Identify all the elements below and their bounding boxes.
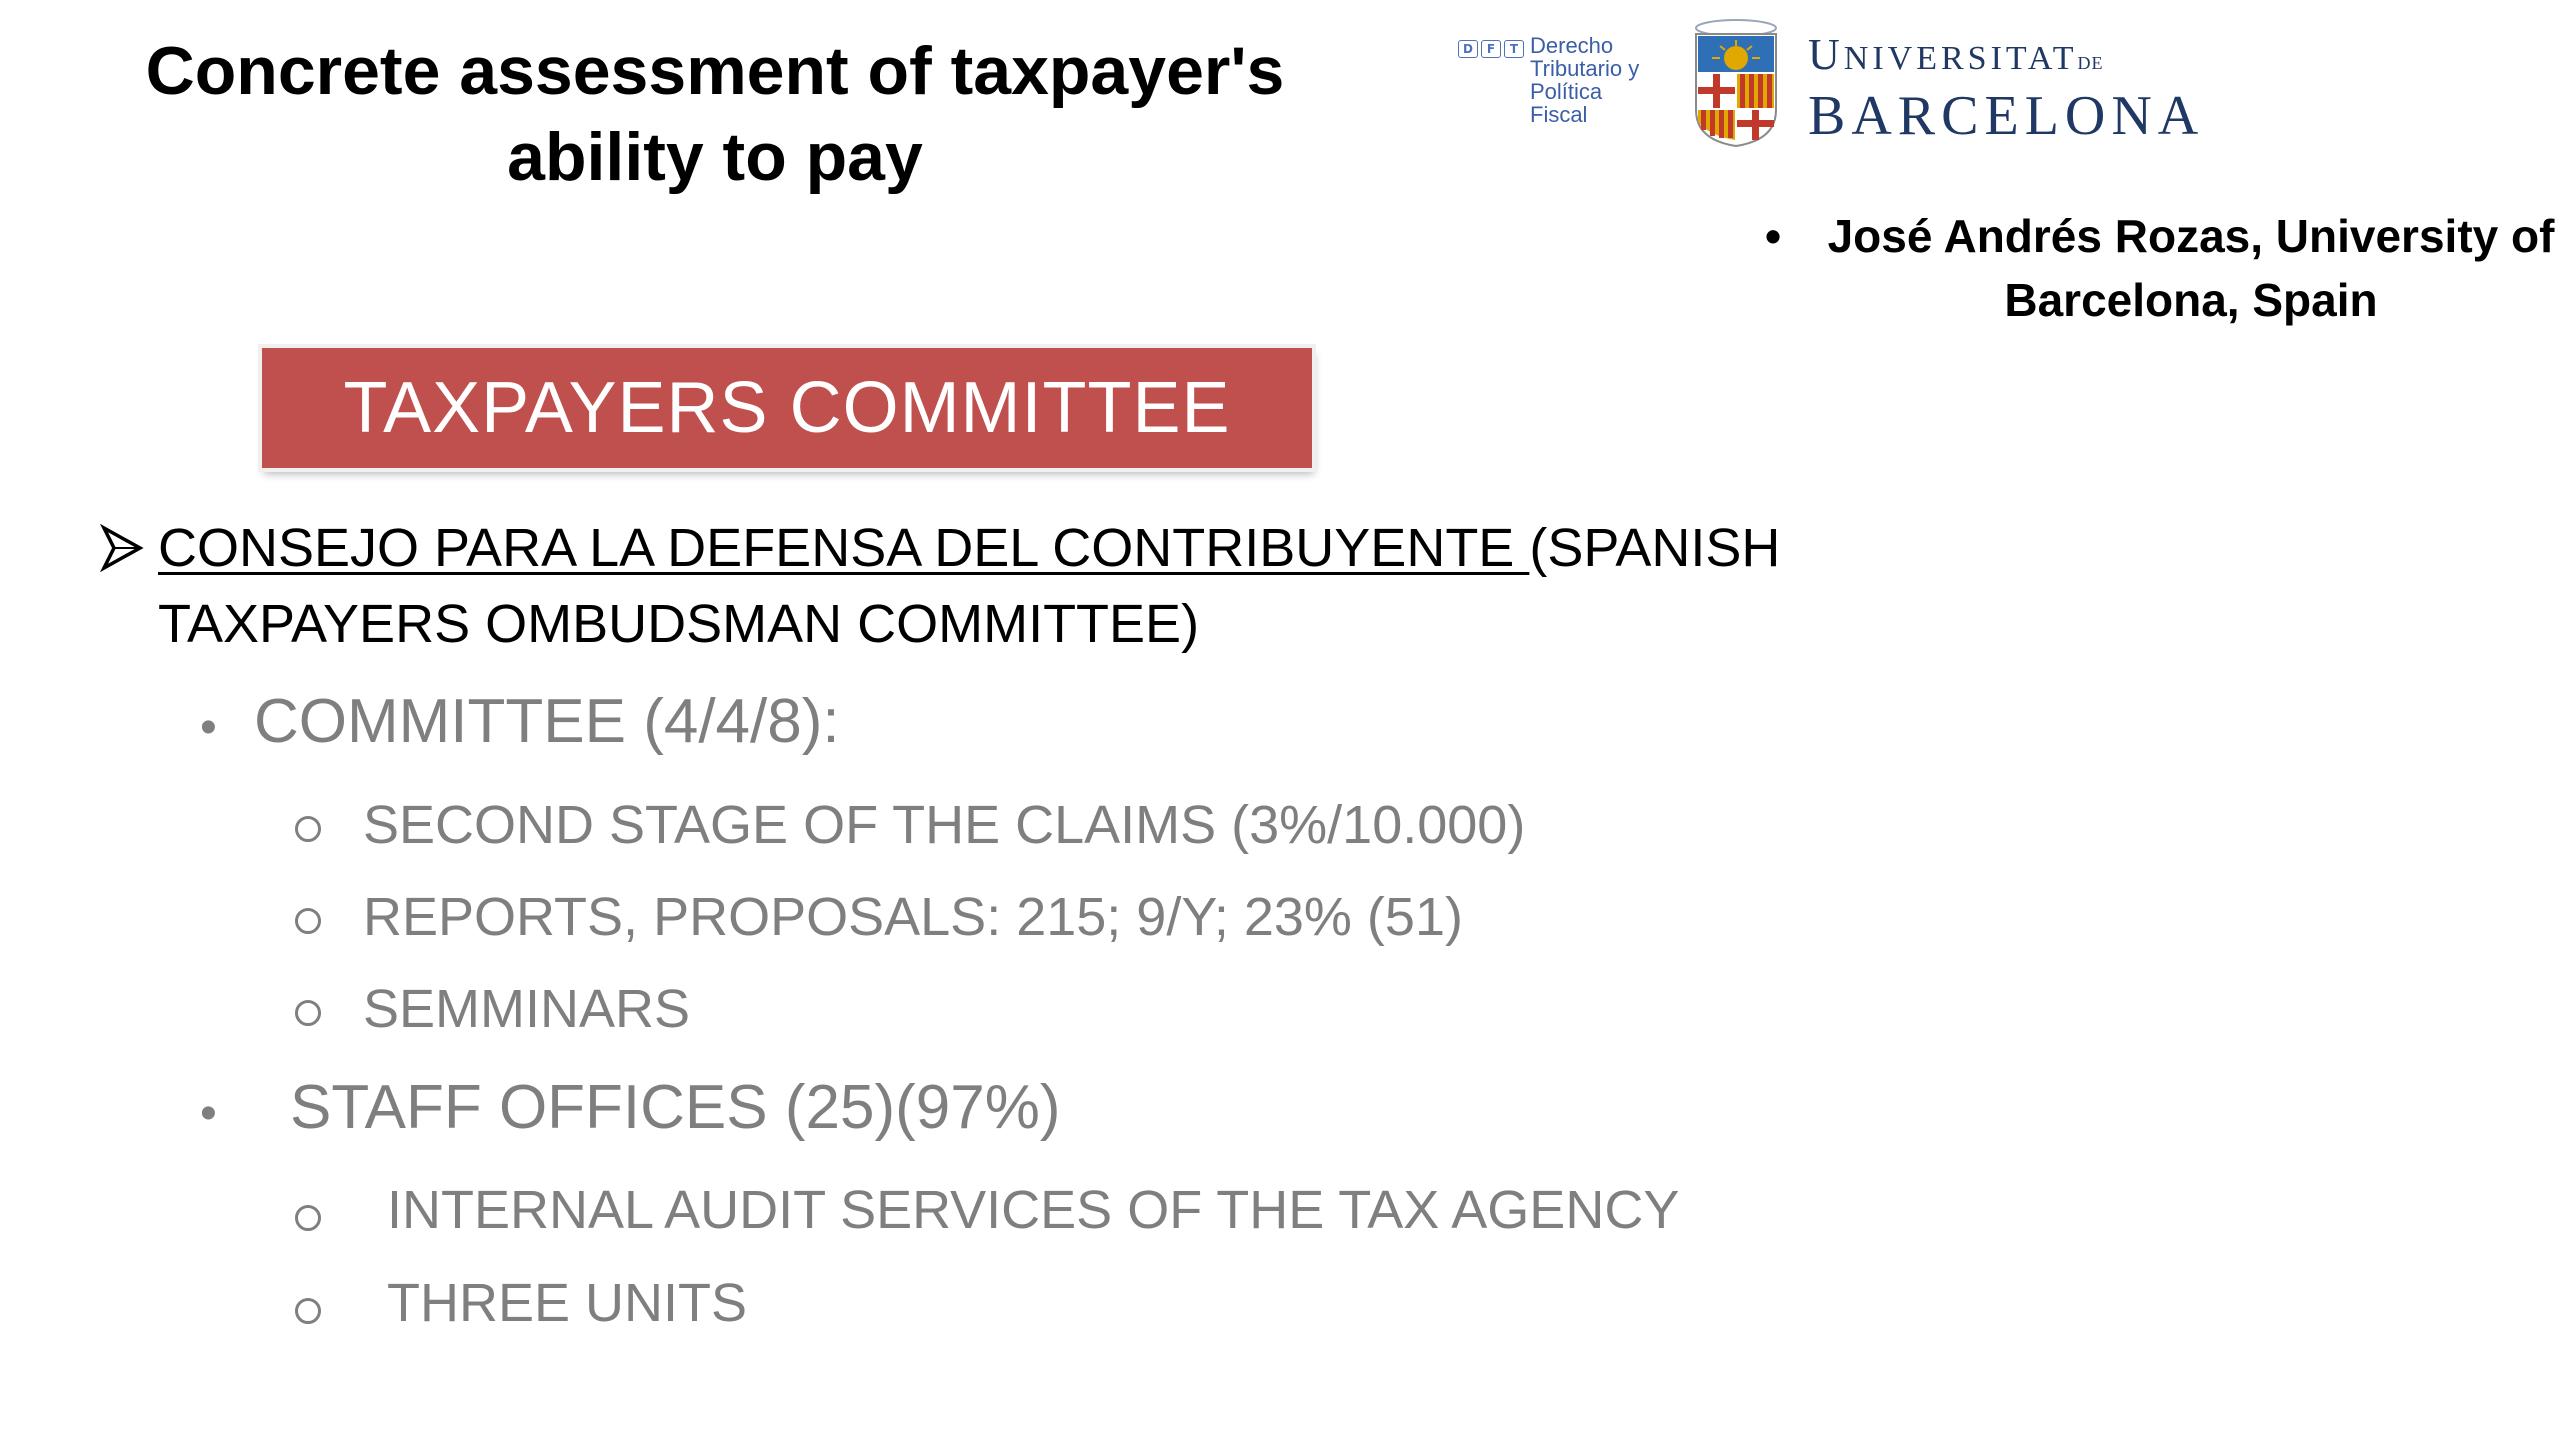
list-item-label: SECOND STAGE OF THE CLAIMS (3%/10.000)	[363, 795, 1526, 855]
bullet-dot: •	[200, 1087, 217, 1140]
dft-logo-line: Derecho	[1530, 33, 1614, 58]
dft-logo: D F T Derecho Tributario y Política Fisc…	[1458, 34, 1678, 134]
list-item-label: STAFF OFFICES (25)(97%)	[290, 1073, 1061, 1142]
list-item-label: THREE UNITS	[387, 1273, 748, 1333]
dft-logo-text: Derecho Tributario y Política Fiscal	[1530, 34, 1639, 126]
slide-title-line2: ability to pay	[507, 119, 923, 195]
list-item-label: COMMITTEE (4/4/8):	[254, 687, 840, 756]
ring-bullet-icon	[295, 1000, 321, 1026]
dft-logo-line: Fiscal	[1530, 102, 1588, 127]
ring-bullet-icon	[295, 1298, 321, 1324]
slide-title-line1: Concrete assessment of taxpayer's	[145, 33, 1285, 109]
list-item-label: REPORTS, PROPOSALS: 215; 9/Y; 23% (51)	[363, 887, 1463, 947]
ring-bullet-icon	[295, 1205, 321, 1231]
arrow-bullet-icon	[100, 524, 144, 572]
slide-title: Concrete assessment of taxpayer's abilit…	[90, 28, 1340, 200]
main-bullet-text: CONSEJO PARA LA DEFENSA DEL CONTRIBUYENT…	[100, 510, 1800, 662]
ring-bullet-icon	[295, 816, 321, 842]
section-banner: TAXPAYERS COMMITTEE	[262, 348, 1312, 468]
university-wordmark-line2: BARCELONA	[1808, 85, 2205, 147]
dft-badge-letter: D	[1458, 40, 1478, 58]
list-item-label: SEMMINARS	[363, 979, 691, 1039]
dft-logo-line: Política	[1530, 79, 1603, 104]
university-wordmark-initial: U	[1808, 30, 1844, 79]
dft-badge-letter: F	[1481, 40, 1501, 58]
dft-badge-letter: T	[1504, 40, 1524, 58]
section-banner-label: TAXPAYERS COMMITTEE	[343, 368, 1231, 448]
author-credit: • José Andrés Rozas, University of Barce…	[1765, 204, 2555, 332]
bullet-dot: •	[200, 701, 217, 754]
university-wordmark-line1: UNIVERSITATDE	[1808, 30, 2204, 88]
university-wordmark-de: DE	[2077, 53, 2104, 73]
university-wordmark-rest: NIVERSITAT	[1843, 40, 2078, 77]
author-text: José Andrés Rozas, University of Barcelo…	[1827, 210, 2555, 326]
list-item-label: INTERNAL AUDIT SERVICES OF THE TAX AGENC…	[387, 1180, 1680, 1240]
university-wordmark: UNIVERSITATDE BARCELONA	[1808, 30, 2204, 144]
ring-bullet-icon	[295, 908, 321, 934]
dft-logo-line: Tributario y	[1530, 56, 1640, 81]
dft-badge: D F T	[1458, 40, 1524, 58]
author-bullet: •	[1765, 210, 1782, 262]
main-bullet-underlined: CONSEJO PARA LA DEFENSA DEL CONTRIBUYENT…	[158, 518, 1530, 578]
main-bullet: CONSEJO PARA LA DEFENSA DEL CONTRIBUYENT…	[100, 510, 1800, 662]
university-shield-icon	[1695, 19, 1777, 148]
main-bullet-rest: (SPANISH TAXPAYERS OMBUDSMAN COMMITTEE)	[158, 518, 1781, 654]
